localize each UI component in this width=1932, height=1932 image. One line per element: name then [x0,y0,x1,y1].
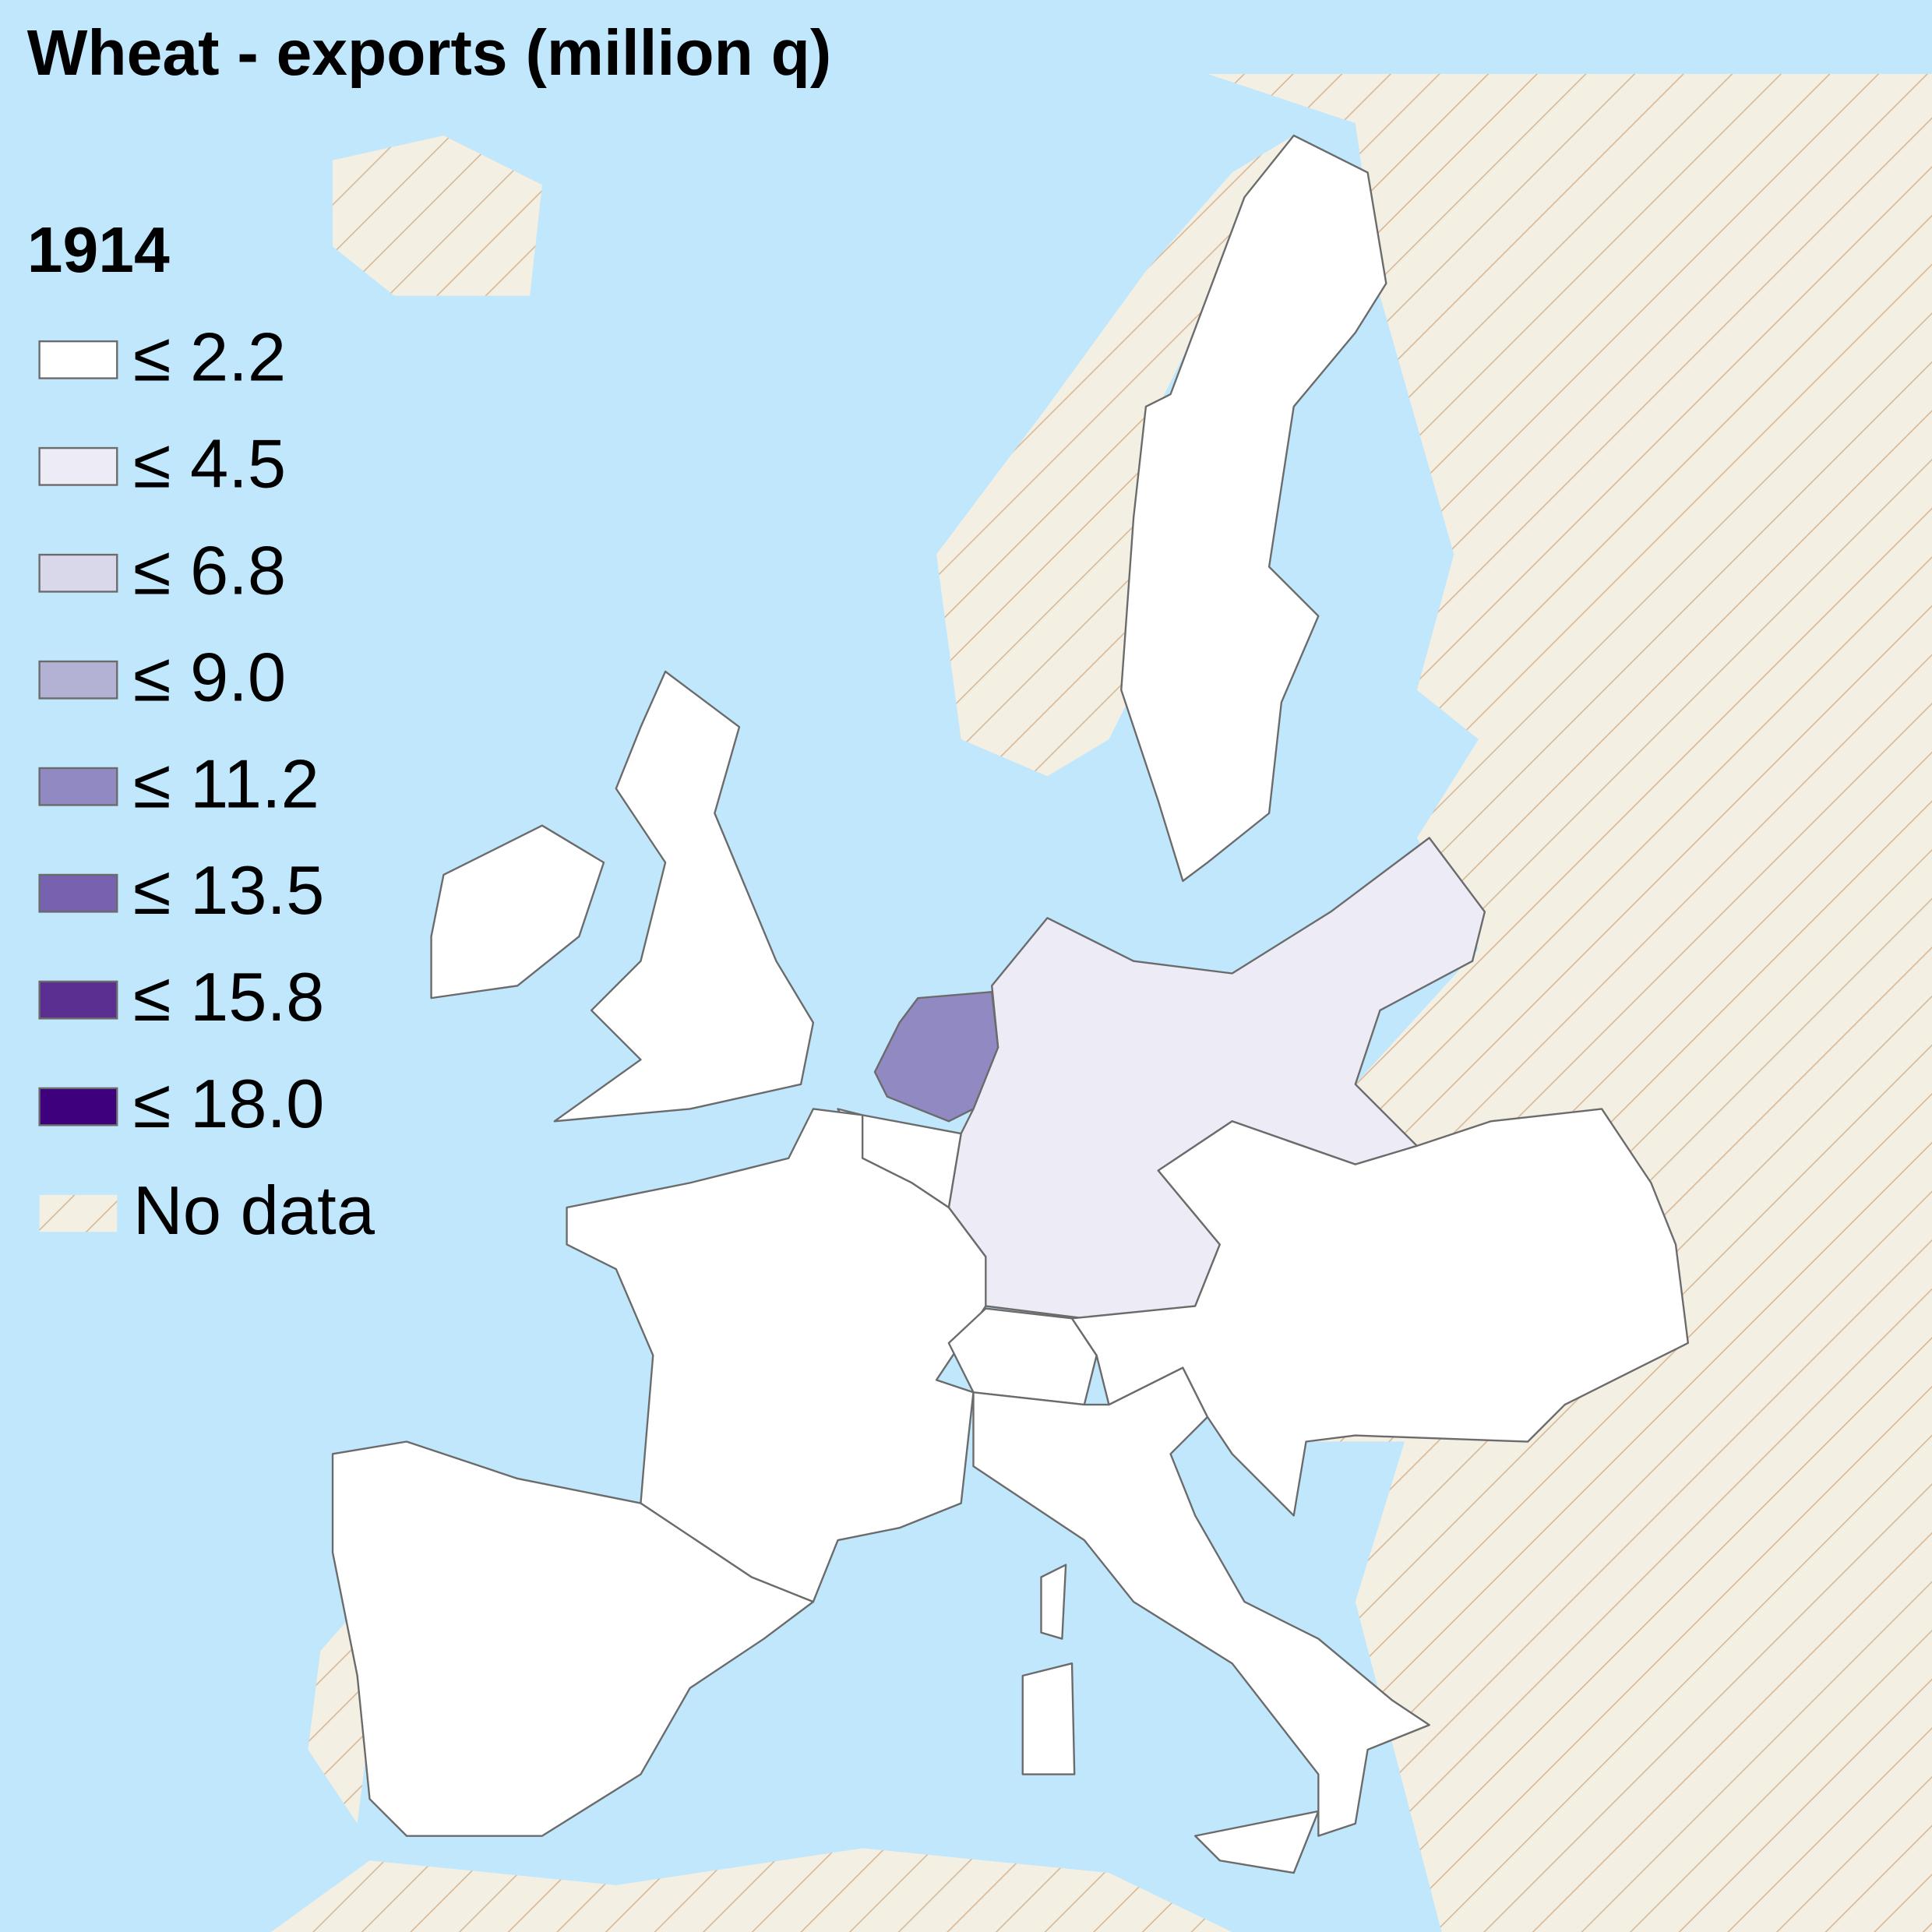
sardinia [1021,1662,1076,1775]
legend-label: ≤ 4.5 [133,425,286,502]
sicily [1193,1810,1320,1874]
legend-label: ≤ 9.0 [133,638,286,715]
legend: 1914 ≤ 2.2 ≤ 4.5 ≤ 6.8 ≤ 9.0 ≤ 11.2 ≤ 13.5 ≤ 1… [27,215,375,1249]
legend-swatch [39,1194,118,1232]
legend-label: ≤ 15.8 [133,958,325,1035]
netherlands [873,991,999,1123]
austria-hungary [1070,1108,1690,1517]
corsica [1040,1564,1067,1640]
countries [331,134,1690,1874]
legend-label: No data [133,1172,375,1249]
sweden [1120,134,1387,883]
legend-label: ≤ 6.8 [133,531,286,608]
ireland [430,824,605,999]
legend-title: 1914 [27,215,170,286]
legend-label: ≤ 2.2 [133,318,286,395]
legend-swatch [38,553,118,593]
map-title: Wheat - exports (million q) [27,18,832,89]
legend-label: ≤ 13.5 [133,851,325,929]
legend-swatch [38,340,118,379]
legend-swatch [38,660,118,700]
france [566,1108,987,1603]
legend-swatch [38,1087,118,1126]
united-kingdom [553,670,815,1123]
legend-swatch [38,980,118,1020]
legend-label: ≤ 18.0 [133,1065,325,1142]
legend-swatch [38,446,118,486]
legend-swatch [38,767,118,806]
legend-label: ≤ 11.2 [133,745,319,822]
legend-swatch [38,873,118,913]
spain [331,1440,815,1837]
